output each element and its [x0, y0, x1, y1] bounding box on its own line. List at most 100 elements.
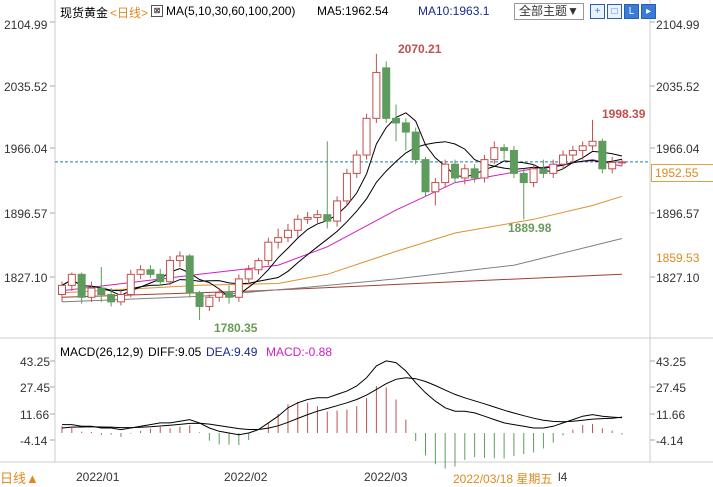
candle-down — [411, 131, 420, 161]
candle-up — [333, 200, 342, 222]
candle-up — [431, 182, 440, 193]
candle-up — [618, 161, 626, 164]
candle-down — [392, 117, 401, 124]
date-label: l4 — [558, 470, 568, 484]
instrument-name: 现货黄金 — [60, 6, 109, 20]
candle-up — [372, 71, 381, 119]
ma10-value: MA10:1963.1 — [418, 4, 490, 18]
candle-up — [549, 163, 558, 174]
candle-down — [107, 294, 116, 303]
candle-up — [352, 154, 361, 174]
theme-dropdown[interactable]: 全部主题▼ — [514, 3, 584, 20]
macd-axis-label: 43.25 — [656, 355, 687, 369]
left-price-label: 1896.57 — [4, 207, 48, 221]
candle-up — [116, 294, 125, 303]
macd-diff: DIFF:9.05 — [148, 345, 202, 359]
candle-down — [401, 122, 410, 133]
candle-up — [244, 269, 253, 280]
candle-up — [568, 149, 577, 156]
right-price-label: 1827.10 — [656, 271, 700, 285]
candle-up — [293, 218, 302, 231]
scroll-right-icon[interactable]: ▸ — [641, 4, 656, 19]
indicator-settings-icon[interactable]: ⊠ — [151, 5, 163, 17]
candle-up — [529, 168, 538, 184]
candle-up — [608, 161, 617, 170]
low2-annotation: 1889.98 — [508, 221, 552, 235]
candle-down — [450, 163, 459, 179]
candle-mode-icon[interactable]: L — [624, 4, 639, 19]
candle-up — [215, 292, 224, 298]
candle-up — [254, 260, 263, 271]
candle-up — [87, 287, 96, 298]
candle-up — [362, 117, 371, 156]
macd-axis-label: 43.25 — [20, 355, 51, 369]
macd-params: MACD(26,12,9) — [60, 345, 144, 359]
candle-down — [421, 159, 430, 193]
high-annotation: 2070.21 — [398, 42, 442, 56]
diff-line — [62, 360, 623, 436]
candle-up — [303, 216, 312, 220]
current-price-tag: 1952.55 — [651, 164, 713, 182]
macd-dea: DEA:9.49 — [206, 345, 258, 359]
macd-axis-label: 27.45 — [656, 381, 687, 395]
candle-up — [578, 145, 587, 151]
date-label: 2022/01 — [76, 470, 120, 484]
cursor-date-label: 2022/03/18 星期五 — [453, 472, 553, 486]
high2-annotation: 1998.39 — [602, 107, 646, 121]
ma-params: MA(5,10,30,60,100,200) — [166, 4, 296, 18]
ma60-line — [61, 195, 623, 294]
candle-down — [382, 67, 391, 119]
candle-up — [126, 273, 135, 296]
macd-axis-label: 11.66 — [656, 408, 686, 422]
period-selector[interactable]: <日线> — [110, 6, 149, 20]
zoom-fit-icon[interactable]: □ — [607, 4, 622, 19]
macd-axis-label: -4.14 — [656, 434, 684, 448]
right-price-label: 1966.04 — [656, 142, 700, 156]
macd-value: MACD:-0.88 — [266, 345, 333, 359]
ma10-line — [61, 141, 623, 292]
ma5-value: MA5:1962.54 — [317, 4, 389, 18]
candle-up — [559, 154, 568, 165]
macd-axis-label: -4.14 — [20, 434, 48, 448]
candle-down — [509, 149, 518, 174]
candle-down — [97, 287, 106, 296]
macd-axis-label: 27.45 — [20, 381, 51, 395]
candle-up — [490, 147, 499, 161]
ma5-line — [61, 112, 623, 298]
candle-up — [205, 296, 214, 307]
low-annotation: 1780.35 — [214, 321, 258, 335]
candle-down — [539, 168, 548, 174]
candle-down — [156, 273, 165, 283]
period-toggle-button[interactable]: 日线▲ — [0, 471, 39, 486]
crosshair-icon[interactable]: + — [590, 4, 605, 19]
ma200-line — [61, 273, 623, 298]
candle-up — [283, 229, 292, 239]
candle-up — [480, 159, 489, 179]
candle-down — [323, 214, 332, 222]
candle-up — [588, 140, 597, 147]
candle-down — [77, 273, 86, 298]
ma-value-tag: 1859.53 — [656, 251, 700, 265]
candle-up — [175, 255, 184, 262]
right-price-label: 1896.57 — [656, 207, 700, 221]
candle-up — [67, 273, 76, 286]
candle-down — [185, 255, 194, 294]
left-price-label: 2035.52 — [4, 80, 48, 94]
candle-up — [58, 284, 66, 296]
left-price-label: 1966.04 — [4, 142, 48, 156]
right-price-label: 2035.52 — [656, 80, 700, 94]
candle-up — [460, 168, 469, 179]
left-price-label: 2104.99 — [4, 18, 48, 32]
candle-up — [441, 163, 450, 184]
candle-down — [146, 269, 155, 275]
candle-down — [598, 140, 607, 170]
candle-up — [166, 260, 175, 283]
candle-up — [274, 237, 283, 243]
dea-line — [61, 377, 623, 430]
candle-up — [313, 214, 322, 218]
candle-down — [519, 172, 528, 184]
candle-up — [264, 241, 273, 262]
right-price-label: 2104.99 — [656, 18, 700, 32]
ma100-line — [61, 238, 623, 303]
